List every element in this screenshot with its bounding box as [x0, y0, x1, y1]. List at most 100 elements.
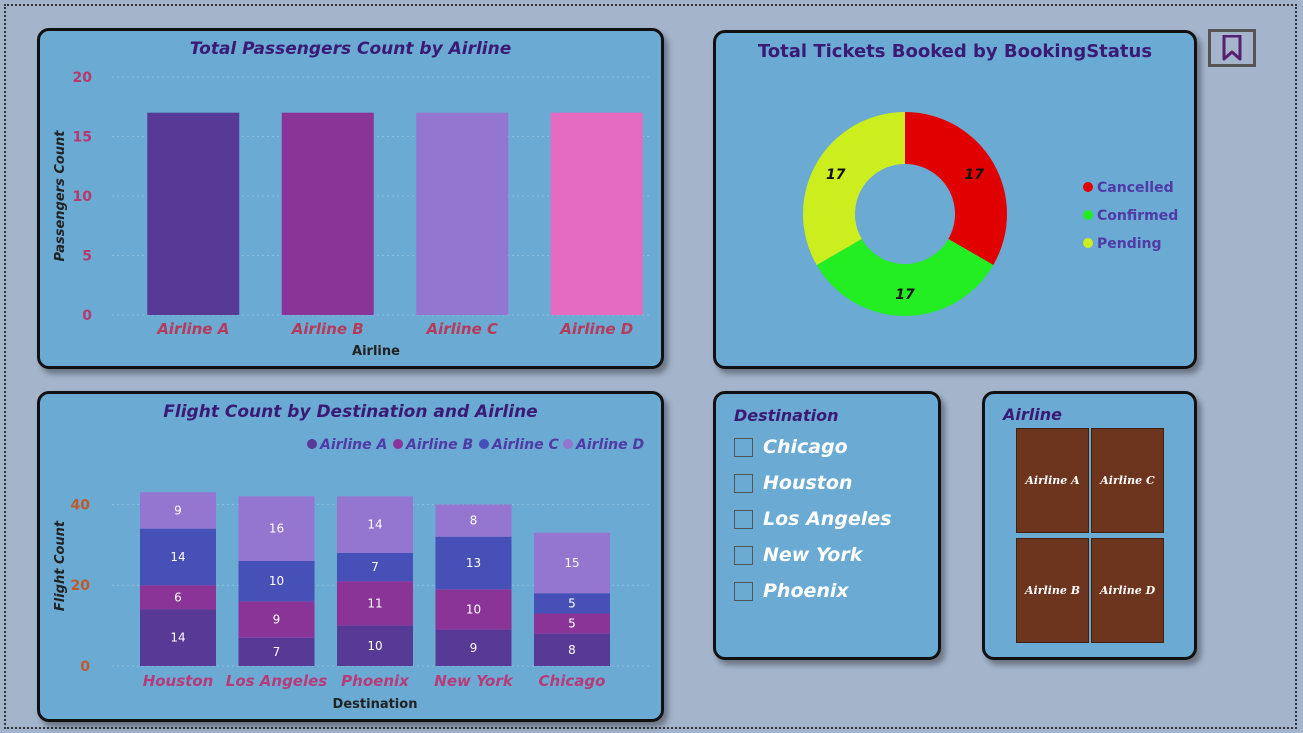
destination-slicer[interactable]: Destination Chicago Houston Los Angeles … [713, 391, 941, 660]
passengers-chart-title: Total Passengers Count by Airline [189, 39, 512, 59]
stacked-bar-segment[interactable] [337, 552, 413, 582]
data-label: 8 [470, 514, 478, 528]
donut-slice[interactable] [816, 239, 994, 316]
flight-count-stacked-bar-chart: 0 20 40 14 6 14 9 Houston 7 9 10 16 Los Angeles 10 11 7… [53, 437, 652, 712]
stacked-bar-segment[interactable] [435, 629, 512, 666]
bookmark-icon [1222, 35, 1242, 61]
data-label: 14 [170, 550, 185, 564]
legend-label: Airline A [319, 437, 387, 453]
stacked-bar-segment[interactable] [238, 560, 315, 602]
stacked-bar-segment[interactable] [337, 496, 413, 553]
destination-slicer-title: Destination [734, 406, 839, 425]
donut-slice[interactable] [905, 112, 1007, 265]
data-label: 16 [269, 522, 284, 536]
bookmark-button[interactable] [1208, 29, 1256, 67]
data-label: 9 [273, 613, 281, 627]
airline-slicer[interactable]: Airline Airline A Airline C Airline B Ai… [982, 391, 1197, 660]
stacked-bar-segment[interactable] [238, 601, 315, 638]
booking-status-donut-chart: 17 17 17 Cancelled Confirmed Pending [803, 112, 1178, 316]
destination-option-chicago[interactable]: Chicago [734, 433, 848, 461]
legend-label: Cancelled [1097, 180, 1174, 196]
legend-marker [1083, 238, 1093, 248]
destination-option-houston[interactable]: Houston [734, 469, 852, 497]
bar[interactable] [147, 112, 240, 315]
stacked-bar-segment[interactable] [534, 593, 610, 614]
x-tick-label: Airline A [156, 320, 229, 338]
airline-slicer-title: Airline [1003, 405, 1062, 424]
legend-label: Airline B [405, 437, 473, 453]
checkbox[interactable] [734, 581, 753, 601]
passengers-chart-panel[interactable]: Total Passengers Count by Airline 0 5 10 15… [37, 28, 664, 369]
data-label: 11 [367, 596, 382, 610]
stacked-bar-segment[interactable] [534, 613, 610, 634]
data-label: 17 [826, 167, 846, 183]
checkbox[interactable] [734, 545, 753, 565]
x-tick-label: Los Angeles [226, 672, 328, 690]
destination-option-new-york[interactable]: New York [734, 541, 862, 569]
stacked-bar-segment[interactable] [140, 609, 216, 666]
donut-slice[interactable] [803, 112, 905, 265]
bar[interactable] [550, 112, 643, 315]
x-axis-title: Airline [352, 344, 400, 359]
y-tick-label: 5 [82, 249, 92, 265]
airline-tile-a[interactable]: Airline A [1016, 428, 1089, 533]
data-label: 7 [273, 645, 281, 659]
stacked-bar-segment[interactable] [238, 637, 315, 666]
data-label: 15 [564, 556, 579, 570]
destination-option-label: Houston [763, 472, 853, 494]
y-axis-title: Flight Count [53, 520, 68, 611]
x-tick-label: Airline D [559, 320, 633, 338]
checkbox[interactable] [734, 509, 753, 529]
x-tick-label: Phoenix [341, 672, 410, 690]
data-label: 9 [470, 641, 478, 655]
stacked-bar-segment[interactable] [337, 581, 413, 626]
x-tick-label: Houston [143, 672, 214, 690]
data-label: 14 [367, 518, 382, 532]
y-tick-label: 15 [73, 130, 92, 146]
y-tick-label: 0 [82, 308, 92, 324]
flight-count-chart-panel[interactable]: Flight Count by Destination and Airline … [37, 391, 664, 722]
bar[interactable] [281, 112, 374, 315]
stacked-bar-segment[interactable] [534, 532, 610, 594]
stacked-bar-segment[interactable] [435, 589, 512, 630]
bar[interactable] [416, 112, 509, 315]
destination-option-phoenix[interactable]: Phoenix [734, 577, 849, 605]
stacked-bar-segment[interactable] [337, 625, 413, 666]
data-label: 14 [170, 631, 185, 645]
checkbox[interactable] [734, 473, 753, 493]
y-tick-label: 20 [71, 578, 91, 594]
legend-label: Airline C [491, 437, 559, 453]
data-label: 13 [466, 556, 481, 570]
stacked-bar-segment[interactable] [534, 633, 610, 666]
legend-marker [563, 439, 573, 449]
stacked-bar-segment[interactable] [435, 536, 512, 590]
legend-marker [393, 439, 403, 449]
stacked-bar-segment[interactable] [238, 496, 315, 561]
legend-marker [479, 439, 489, 449]
destination-option-los-angeles[interactable]: Los Angeles [734, 505, 892, 533]
data-label: 5 [568, 617, 576, 631]
y-tick-label: 0 [80, 659, 90, 675]
stacked-bar-segment[interactable] [140, 528, 216, 586]
stacked-bar-segment[interactable] [435, 504, 512, 537]
destination-option-label: Chicago [763, 436, 848, 458]
booking-status-chart-panel[interactable]: Total Tickets Booked by BookingStatus 17… [713, 30, 1197, 369]
airline-tile-c[interactable]: Airline C [1091, 428, 1164, 533]
data-label: 10 [367, 639, 382, 653]
airline-tile-b[interactable]: Airline B [1016, 538, 1089, 643]
stacked-bar-segment[interactable] [140, 492, 216, 529]
data-label: 17 [895, 287, 915, 303]
checkbox[interactable] [734, 437, 753, 457]
airline-tile-d[interactable]: Airline D [1091, 538, 1164, 643]
y-axis-title: Passengers Count [53, 130, 68, 262]
y-tick-label: 10 [73, 189, 93, 205]
data-label: 9 [174, 503, 182, 517]
y-tick-label: 20 [73, 70, 93, 86]
legend-label: Confirmed [1097, 208, 1178, 224]
legend-marker [307, 439, 317, 449]
x-tick-label: Chicago [539, 672, 606, 690]
destination-option-label: Los Angeles [763, 508, 892, 530]
x-tick-label: Airline B [291, 320, 364, 338]
stacked-bar-segment[interactable] [140, 585, 216, 610]
booking-status-chart-title: Total Tickets Booked by BookingStatus [757, 41, 1153, 62]
